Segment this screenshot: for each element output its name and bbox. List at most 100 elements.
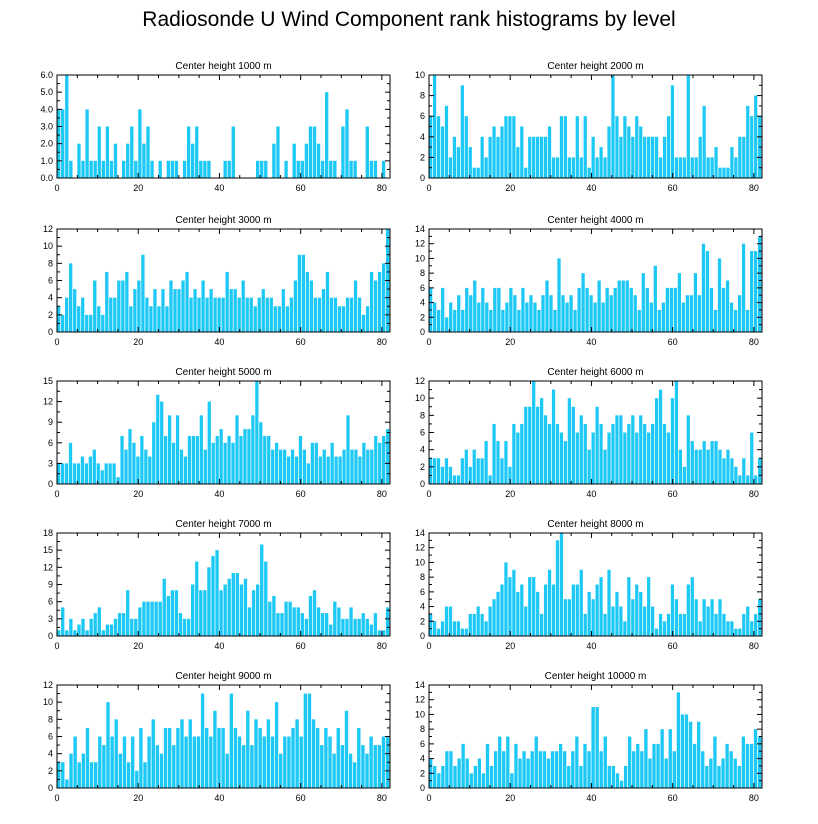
histogram-bar: [69, 160, 73, 178]
histogram-bar: [555, 423, 560, 484]
histogram-bar: [496, 136, 500, 178]
panel-title: Center height 5000 m: [175, 367, 271, 378]
histogram-bar: [694, 157, 698, 178]
histogram-bar: [231, 442, 235, 484]
histogram-bar: [651, 423, 655, 484]
histogram-bar: [595, 406, 599, 484]
histogram-bar: [555, 157, 560, 178]
histogram-bar: [149, 306, 153, 332]
histogram-bar: [498, 736, 502, 788]
histogram-bar: [643, 606, 647, 636]
x-tick-label: 40: [214, 793, 224, 803]
histogram-bar: [333, 160, 337, 178]
histogram-bar: [506, 736, 510, 788]
histogram-bar: [386, 429, 390, 484]
histogram-bar: [465, 287, 469, 332]
histogram-bar: [271, 449, 275, 484]
histogram-bar: [645, 287, 649, 332]
histogram-bar: [341, 126, 345, 178]
histogram-bar: [374, 435, 378, 484]
histogram-bar: [536, 591, 540, 636]
histogram-bar: [485, 302, 489, 332]
histogram-bar: [662, 136, 667, 178]
histogram-bar: [613, 287, 617, 332]
histogram-bar: [611, 606, 615, 636]
histogram-bar: [260, 544, 264, 636]
histogram-bar: [631, 415, 635, 484]
histogram-bar: [465, 758, 469, 788]
histogram-bar: [476, 167, 480, 178]
histogram-bar: [441, 287, 445, 332]
histogram-bar: [320, 160, 325, 178]
y-tick-label: 8: [420, 410, 425, 420]
histogram-bar: [251, 415, 255, 484]
histogram-bar: [468, 147, 472, 178]
chart-panel: Center height 5000 m 0 3 6 9 12 15 0 20 40 60 80: [43, 367, 391, 499]
y-tick-label: 2: [420, 616, 425, 626]
histogram-bar: [553, 309, 557, 332]
histogram-bar: [195, 126, 199, 178]
histogram-bar: [433, 302, 437, 332]
histogram-bar: [619, 136, 623, 178]
histogram-bar: [611, 75, 615, 178]
x-tick-label: 40: [214, 641, 224, 651]
histogram-bar: [293, 280, 297, 332]
histogram-bar: [528, 577, 532, 636]
histogram-bar: [672, 751, 676, 788]
histogram-bar: [199, 590, 203, 636]
histogram-bar: [440, 466, 445, 484]
y-tick-label: 10: [43, 697, 53, 707]
histogram-bar: [105, 271, 109, 332]
histogram-bar: [536, 406, 540, 484]
histogram-bar: [680, 714, 685, 788]
histogram-bar: [546, 758, 551, 788]
histogram-bar: [205, 297, 209, 332]
histogram-bar: [346, 415, 350, 484]
y-tick-label: 14: [415, 224, 425, 234]
histogram-bar: [750, 621, 754, 636]
x-tick-label: 20: [505, 641, 515, 651]
histogram-bar: [635, 584, 639, 636]
histogram-bar: [229, 289, 233, 332]
histogram-bar: [537, 309, 541, 332]
histogram-bar: [579, 157, 583, 178]
histogram-bar: [456, 147, 460, 178]
histogram-bar: [469, 295, 473, 332]
y-tick-label: 12: [43, 680, 53, 690]
histogram-bar: [701, 751, 705, 788]
histogram-bar: [143, 762, 147, 788]
histogram-bar: [353, 762, 357, 788]
histogram-bar: [300, 160, 304, 178]
histogram-bar: [583, 423, 587, 484]
histogram-bar: [249, 297, 253, 332]
histogram-bar: [231, 126, 235, 178]
histogram-bar: [633, 295, 637, 332]
histogram-bar: [181, 280, 185, 332]
histogram-bar: [749, 251, 754, 332]
histogram-bar: [603, 157, 607, 178]
histogram-bar: [652, 743, 656, 788]
y-tick-label: 2: [420, 768, 425, 778]
histogram-bar: [385, 607, 390, 636]
y-tick-label: 10: [415, 557, 425, 567]
histogram-bar: [473, 765, 477, 788]
histogram-bar: [316, 727, 320, 788]
histogram-bar: [593, 302, 597, 332]
chart-panel: Center height 7000 m 0 3 6 9 12 15 18 0 20 40 60 80: [43, 519, 391, 651]
y-tick-label: 8: [420, 91, 425, 101]
histogram-bar: [567, 157, 571, 178]
histogram-bar: [113, 618, 118, 636]
histogram-bar: [718, 599, 722, 636]
histogram-bar: [464, 628, 468, 636]
x-tick-label: 60: [296, 489, 306, 499]
histogram-bar: [94, 762, 98, 788]
histogram-bar: [557, 258, 561, 332]
histogram-bar: [209, 736, 213, 788]
histogram-bar: [550, 751, 555, 788]
histogram-bar: [65, 779, 69, 788]
y-tick-label: 2: [420, 152, 425, 162]
y-tick-label: 6: [48, 276, 53, 286]
histogram-bar: [734, 466, 738, 484]
histogram-bar: [162, 578, 166, 636]
histogram-bar: [654, 398, 659, 484]
